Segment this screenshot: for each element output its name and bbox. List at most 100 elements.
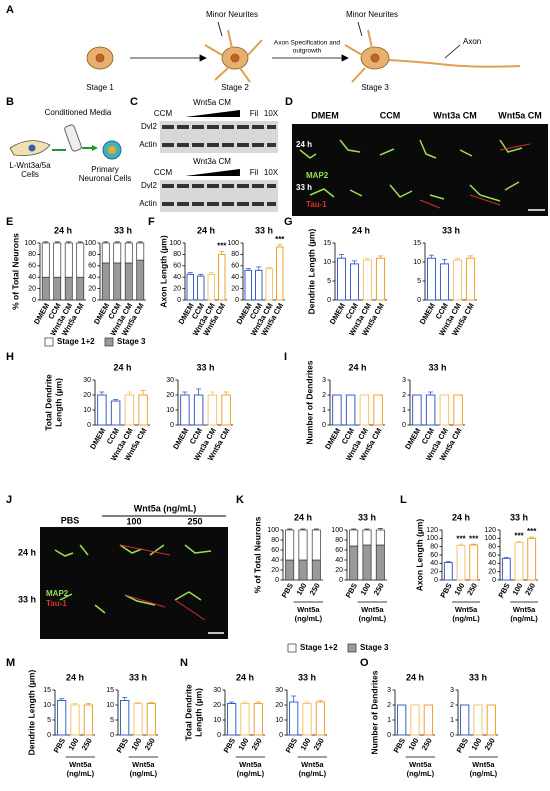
bar-segment <box>64 242 73 278</box>
x-tick-label: 250 <box>372 581 386 596</box>
cm-diagram <box>9 124 122 160</box>
bracket-label: (ng/mL) <box>359 614 387 623</box>
y-tick-label: 60 <box>88 263 96 270</box>
y-tick-label: 0 <box>87 422 91 429</box>
y-tick-label: 10 <box>323 259 331 266</box>
y-tick-label: 0 <box>92 297 96 304</box>
y-tick-label: 2 <box>322 392 326 399</box>
y-tick-label: 10 <box>413 259 421 266</box>
bar-segment <box>349 529 359 547</box>
y-tick-label: 20 <box>83 392 91 399</box>
group-title: 24 h <box>54 225 72 235</box>
x-tick-label: 250 <box>465 581 479 596</box>
bar-segment <box>375 544 385 581</box>
bar-segment <box>311 529 321 561</box>
y-axis-label: Dendrite Length (µm) <box>306 229 316 315</box>
group-title: 33 h <box>442 225 460 235</box>
source-label: L-Wnt3a/5a <box>9 161 51 170</box>
panel-letter: E <box>6 216 13 228</box>
bar <box>57 700 67 736</box>
y-tick-label: 60 <box>488 552 496 559</box>
bar <box>412 394 422 426</box>
stage-diagram <box>86 21 521 83</box>
row-label: Dvl2 <box>141 122 158 131</box>
significance: *** <box>514 531 524 540</box>
bar <box>410 704 420 736</box>
panel-letter: G <box>284 216 293 228</box>
x-tick-label: 250 <box>312 736 326 751</box>
y-tick-label: 40 <box>173 274 181 281</box>
bar-segment <box>285 529 295 561</box>
y-tick-label: 60 <box>430 552 438 559</box>
y-tick-label: 5 <box>110 717 114 724</box>
stage-label: Stage 2 <box>221 83 249 92</box>
y-tick-label: 20 <box>275 702 283 709</box>
y-tick-label: 0 <box>450 732 454 739</box>
y-tick-label: 10 <box>166 407 174 414</box>
significance: *** <box>469 534 479 543</box>
panel-letter: M <box>6 657 15 669</box>
y-tick-label: 80 <box>430 544 438 551</box>
bracket-label: (ng/mL) <box>407 769 435 778</box>
y-tick-label: 0 <box>417 297 421 304</box>
y-tick-label: 0 <box>217 732 221 739</box>
title-box <box>423 223 479 237</box>
bar-segment <box>113 262 122 301</box>
bar <box>425 394 436 426</box>
group-title: 24 h <box>406 672 424 682</box>
bracket-label: (ng/mL) <box>295 614 323 623</box>
y-tick-label: 120 <box>484 527 496 534</box>
legend-label: Stage 1+2 <box>57 337 95 346</box>
bar <box>221 394 231 426</box>
x-tick-label: 250 <box>143 736 157 751</box>
y-tick-label: 0 <box>235 297 239 304</box>
bar <box>196 275 205 301</box>
lane-label: Fil <box>250 109 259 118</box>
bar <box>240 703 250 736</box>
y-tick-label: 1 <box>402 407 406 414</box>
bar <box>336 257 347 301</box>
panel-letter: I <box>284 351 287 363</box>
title-box <box>176 360 235 374</box>
panel-letter: F <box>148 216 155 228</box>
bar-segment <box>285 559 295 581</box>
y-tick-label: 100 <box>169 240 181 247</box>
y-tick-label: 20 <box>335 567 343 574</box>
bar-segment <box>298 559 308 581</box>
bar <box>97 394 107 426</box>
y-tick-label: 1 <box>322 407 326 414</box>
y-tick-label: 3 <box>322 377 326 384</box>
bar-segment <box>76 276 85 301</box>
x-tick-label: DMEM <box>323 426 342 450</box>
y-tick-label: 0 <box>492 577 496 584</box>
y-tick-label: 40 <box>488 560 496 567</box>
bracket-label: (ng/mL) <box>237 769 265 778</box>
dose-label: 250 <box>187 516 202 526</box>
column-label: Wnt5a (ng/mL) <box>134 503 197 513</box>
bar <box>465 257 476 301</box>
y-tick-label: 100 <box>84 240 96 247</box>
group-title: 33 h <box>196 362 214 372</box>
title-box <box>93 360 152 374</box>
bracket-label: Wnt5a <box>132 760 155 769</box>
bar <box>349 263 360 301</box>
y-tick-label: 80 <box>271 537 279 544</box>
row-label: Actin <box>139 199 157 208</box>
row-label: 24 h <box>18 547 36 557</box>
row-label: 33 h <box>18 594 36 604</box>
y-tick-label: 20 <box>88 285 96 292</box>
lane-label: CCM <box>154 168 173 177</box>
bar <box>501 557 511 581</box>
group-title: 33 h <box>428 362 446 372</box>
y-tick-label: 40 <box>430 560 438 567</box>
bracket-label: (ng/mL) <box>470 769 498 778</box>
y-tick-label: 3 <box>402 377 406 384</box>
y-tick-label: 3 <box>387 687 391 694</box>
bracket-label: Wnt5a <box>472 760 495 769</box>
group-title: 24 h <box>236 672 254 682</box>
stain-label: MAP2 <box>306 171 329 180</box>
bar-segment <box>349 545 359 581</box>
row-label: Actin <box>139 140 157 149</box>
y-tick-label: 15 <box>43 687 51 694</box>
bracket-label: Wnt5a <box>301 760 324 769</box>
